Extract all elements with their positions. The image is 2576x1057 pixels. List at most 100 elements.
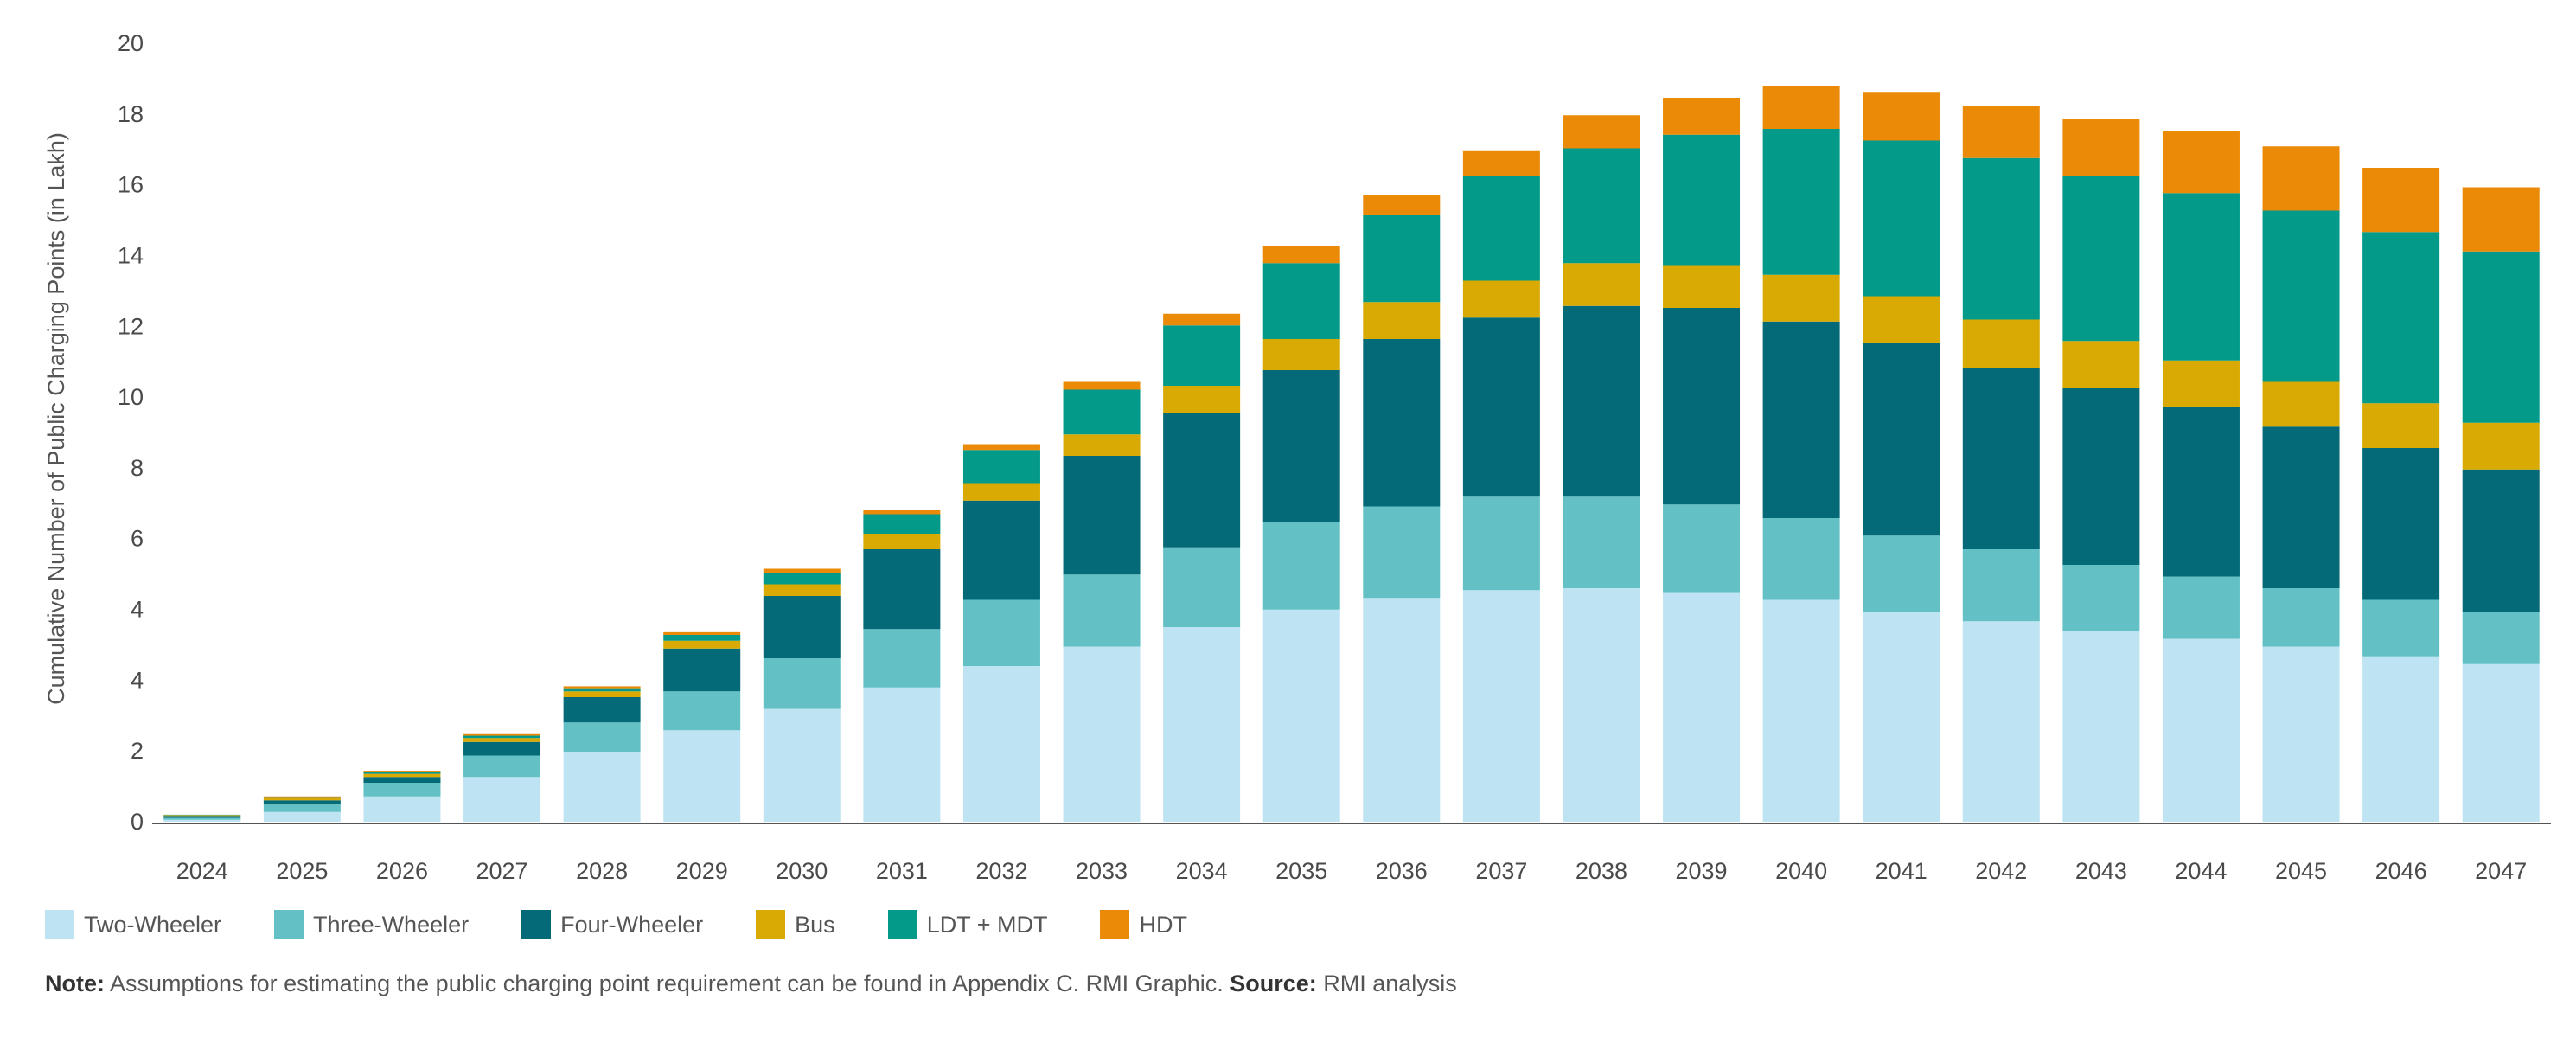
bar-segment-ldt-mdt-2029: [663, 635, 741, 641]
legend-swatch: [1100, 910, 1130, 939]
bar-segment-hdt-2030: [763, 568, 841, 573]
legend-item: LDT + MDT: [887, 910, 1047, 939]
bar-segment-three-wheeler-2041: [1863, 535, 1940, 612]
bar-segment-hdt-2025: [263, 796, 341, 798]
stacked-bar-chart: Cumulative Number of Public Charging Poi…: [43, 30, 2551, 884]
bar-segment-bus-2044: [2162, 360, 2240, 407]
x-tick-label: 2030: [776, 858, 828, 884]
bar-segment-four-wheeler-2038: [1563, 305, 1640, 497]
bar-segment-two-wheeler-2033: [1063, 646, 1141, 822]
bar-segment-hdt-2036: [1363, 195, 1441, 215]
bar-segment-hdt-2043: [2062, 119, 2140, 176]
bar-segment-three-wheeler-2047: [2462, 612, 2540, 664]
bar-segment-bus-2028: [563, 691, 641, 697]
bar-segment-bus-2034: [1163, 386, 1241, 413]
y-tick-label: 10: [118, 384, 144, 410]
bar-segment-three-wheeler-2026: [363, 783, 441, 797]
x-tick-label: 2027: [476, 858, 528, 884]
bar-segment-two-wheeler-2038: [1563, 588, 1640, 822]
bar-segment-three-wheeler-2025: [263, 804, 341, 812]
legend-item: Three-Wheeler: [274, 910, 469, 939]
bar-segment-four-wheeler-2028: [563, 697, 641, 723]
note-source: Note: Assumptions for estimating the pub…: [45, 971, 1457, 997]
bar-segment-three-wheeler-2040: [1762, 518, 1840, 600]
y-tick-label: 4: [131, 597, 144, 623]
bar-segment-two-wheeler-2029: [663, 730, 741, 822]
bar-segment-ldt-mdt-2031: [863, 514, 941, 534]
bar-segment-hdt-2027: [463, 733, 541, 736]
bar-segment-hdt-2033: [1063, 381, 1141, 390]
bar-segment-ldt-mdt-2030: [763, 573, 841, 585]
legend-item: HDT: [1100, 910, 1187, 939]
x-tick-label: 2025: [276, 858, 328, 884]
x-tick-label: 2029: [676, 858, 728, 884]
bar-segment-ldt-mdt-2044: [2162, 193, 2240, 361]
y-tick-label: 12: [118, 313, 144, 339]
source-text: RMI analysis: [1316, 971, 1457, 996]
legend-swatch: [887, 910, 917, 939]
note-text: Assumptions for estimating the public ch…: [105, 971, 1230, 996]
bar-segment-four-wheeler-2029: [663, 648, 741, 692]
bar-segment-hdt-2031: [863, 510, 941, 515]
x-tick-label: 2038: [1576, 858, 1627, 884]
y-tick-label: 18: [118, 101, 144, 127]
legend-item: Four-Wheeler: [521, 910, 703, 939]
bars-group: [163, 86, 2540, 822]
y-tick-label: 14: [118, 242, 144, 268]
bar-segment-two-wheeler-2045: [2262, 646, 2340, 822]
bar-segment-three-wheeler-2037: [1462, 496, 1540, 591]
bar-segment-four-wheeler-2036: [1363, 339, 1441, 507]
bar-segment-ldt-mdt-2037: [1462, 176, 1540, 281]
bar-segment-ldt-mdt-2040: [1762, 129, 1840, 275]
bar-segment-three-wheeler-2034: [1163, 547, 1241, 627]
bar-segment-two-wheeler-2036: [1363, 598, 1441, 822]
bar-segment-bus-2031: [863, 534, 941, 549]
bar-segment-three-wheeler-2043: [2062, 565, 2140, 631]
bar-segment-three-wheeler-2045: [2262, 588, 2340, 647]
bar-segment-four-wheeler-2044: [2162, 407, 2240, 577]
legend-label: Two-Wheeler: [84, 911, 222, 938]
bar-segment-two-wheeler-2046: [2362, 656, 2440, 822]
bar-segment-four-wheeler-2040: [1762, 321, 1840, 518]
bar-segment-three-wheeler-2033: [1063, 574, 1141, 647]
bar-segment-bus-2025: [263, 798, 341, 801]
y-tick-label: 2: [131, 738, 144, 764]
legend-swatch: [756, 910, 786, 939]
bar-segment-four-wheeler-2045: [2262, 426, 2340, 588]
bar-segment-bus-2041: [1863, 296, 1940, 343]
bar-segment-ldt-mdt-2036: [1363, 215, 1441, 303]
bar-segment-ldt-mdt-2028: [563, 688, 641, 692]
bar-segment-four-wheeler-2027: [463, 741, 541, 756]
bar-segment-bus-2039: [1663, 265, 1741, 308]
bar-segment-two-wheeler-2025: [263, 811, 341, 822]
bar-segment-ldt-mdt-2033: [1063, 389, 1141, 435]
bar-segment-two-wheeler-2040: [1762, 599, 1840, 822]
bar-segment-three-wheeler-2027: [463, 755, 541, 778]
bar-segment-four-wheeler-2024: [163, 816, 241, 818]
bar-segment-three-wheeler-2031: [863, 629, 941, 688]
bar-segment-ldt-mdt-2035: [1262, 263, 1340, 339]
bar-segment-bus-2043: [2062, 341, 2140, 388]
legend-swatch: [45, 910, 74, 939]
x-tick-label: 2026: [376, 858, 428, 884]
bar-segment-hdt-2034: [1163, 313, 1241, 326]
bar-segment-four-wheeler-2026: [363, 777, 441, 783]
bar-segment-three-wheeler-2044: [2162, 576, 2240, 639]
y-tick-label: 6: [131, 526, 144, 552]
bar-segment-bus-2024: [163, 815, 241, 817]
bar-segment-two-wheeler-2039: [1663, 592, 1741, 822]
bar-segment-three-wheeler-2029: [663, 691, 741, 731]
legend-label: Three-Wheeler: [313, 911, 470, 938]
bar-segment-three-wheeler-2030: [763, 658, 841, 709]
x-tick-label: 2032: [975, 858, 1027, 884]
bar-segment-three-wheeler-2039: [1663, 504, 1741, 593]
bar-segment-three-wheeler-2032: [962, 599, 1040, 666]
note-label: Note:: [45, 971, 105, 996]
bar-segment-bus-2026: [363, 773, 441, 778]
bar-segment-hdt-2042: [1962, 106, 2040, 158]
legend-label: Bus: [795, 911, 835, 938]
legend-label: HDT: [1139, 911, 1187, 938]
bar-segment-two-wheeler-2043: [2062, 631, 2140, 822]
bar-segment-three-wheeler-2036: [1363, 506, 1441, 599]
x-tick-label: 2024: [176, 858, 228, 884]
